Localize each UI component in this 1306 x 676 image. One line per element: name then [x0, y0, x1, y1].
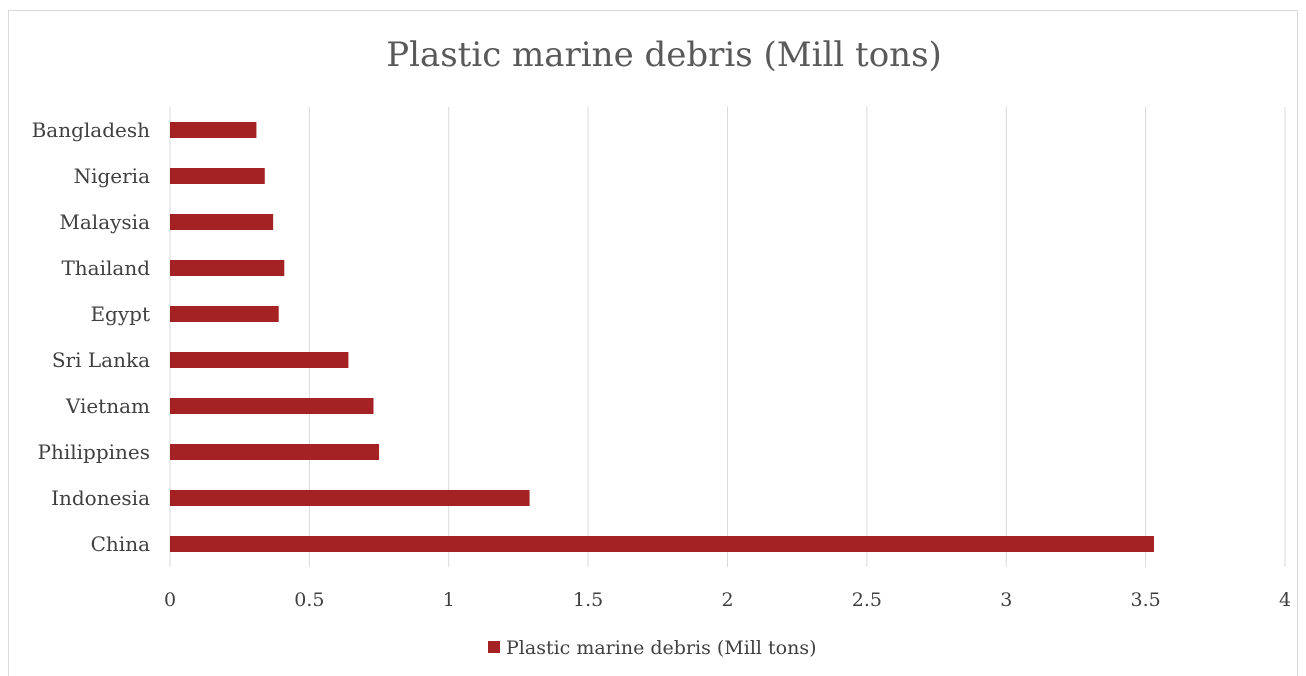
x-tick-label: 2 [721, 589, 733, 611]
x-tick-label: 3 [1000, 589, 1012, 611]
category-label: Bangladesh [32, 118, 151, 142]
category-label: Philippines [37, 440, 150, 464]
chart-frame [8, 10, 1298, 676]
x-tick-label: 1 [443, 589, 455, 611]
bar-thailand [170, 260, 285, 276]
category-label: Indonesia [51, 486, 150, 510]
bar-egypt [170, 306, 279, 322]
bar-nigeria [170, 168, 265, 184]
category-label: Vietnam [65, 394, 150, 418]
bar-vietnam [170, 398, 374, 414]
bar-philippines [170, 444, 380, 460]
category-label: Sri Lanka [52, 348, 150, 372]
legend-label: Plastic marine debris (Mill tons) [506, 637, 817, 659]
x-tick-label: 0.5 [294, 589, 324, 611]
x-tick-label: 4 [1279, 589, 1291, 611]
category-label: Egypt [90, 302, 150, 326]
category-label: Thailand [61, 256, 150, 280]
x-tick-labels: 0 0.5 1 1.5 2 2.5 3 3.5 4 [164, 589, 1291, 611]
category-label: Nigeria [74, 164, 150, 188]
gridlines [169, 107, 1286, 567]
x-tick-label: 1.5 [573, 589, 603, 611]
bar-china [170, 536, 1154, 552]
bar-bangladesh [170, 122, 257, 138]
x-tick-label: 3.5 [1131, 589, 1161, 611]
x-tick-label: 2.5 [852, 589, 882, 611]
bar-indonesia [170, 490, 530, 506]
bar-malaysia [170, 214, 274, 230]
bars [170, 122, 1154, 552]
category-labels: China Indonesia Philippines Vietnam Sri Lank… [32, 118, 151, 556]
x-tick-label: 0 [164, 589, 176, 611]
legend: Plastic marine debris (Mill tons) [488, 637, 817, 659]
category-label: China [91, 532, 150, 556]
chart-title: Plastic marine debris (Mill tons) [386, 35, 942, 75]
bar-sri-lanka [170, 352, 349, 368]
legend-swatch [488, 641, 500, 653]
category-label: Malaysia [59, 210, 150, 234]
